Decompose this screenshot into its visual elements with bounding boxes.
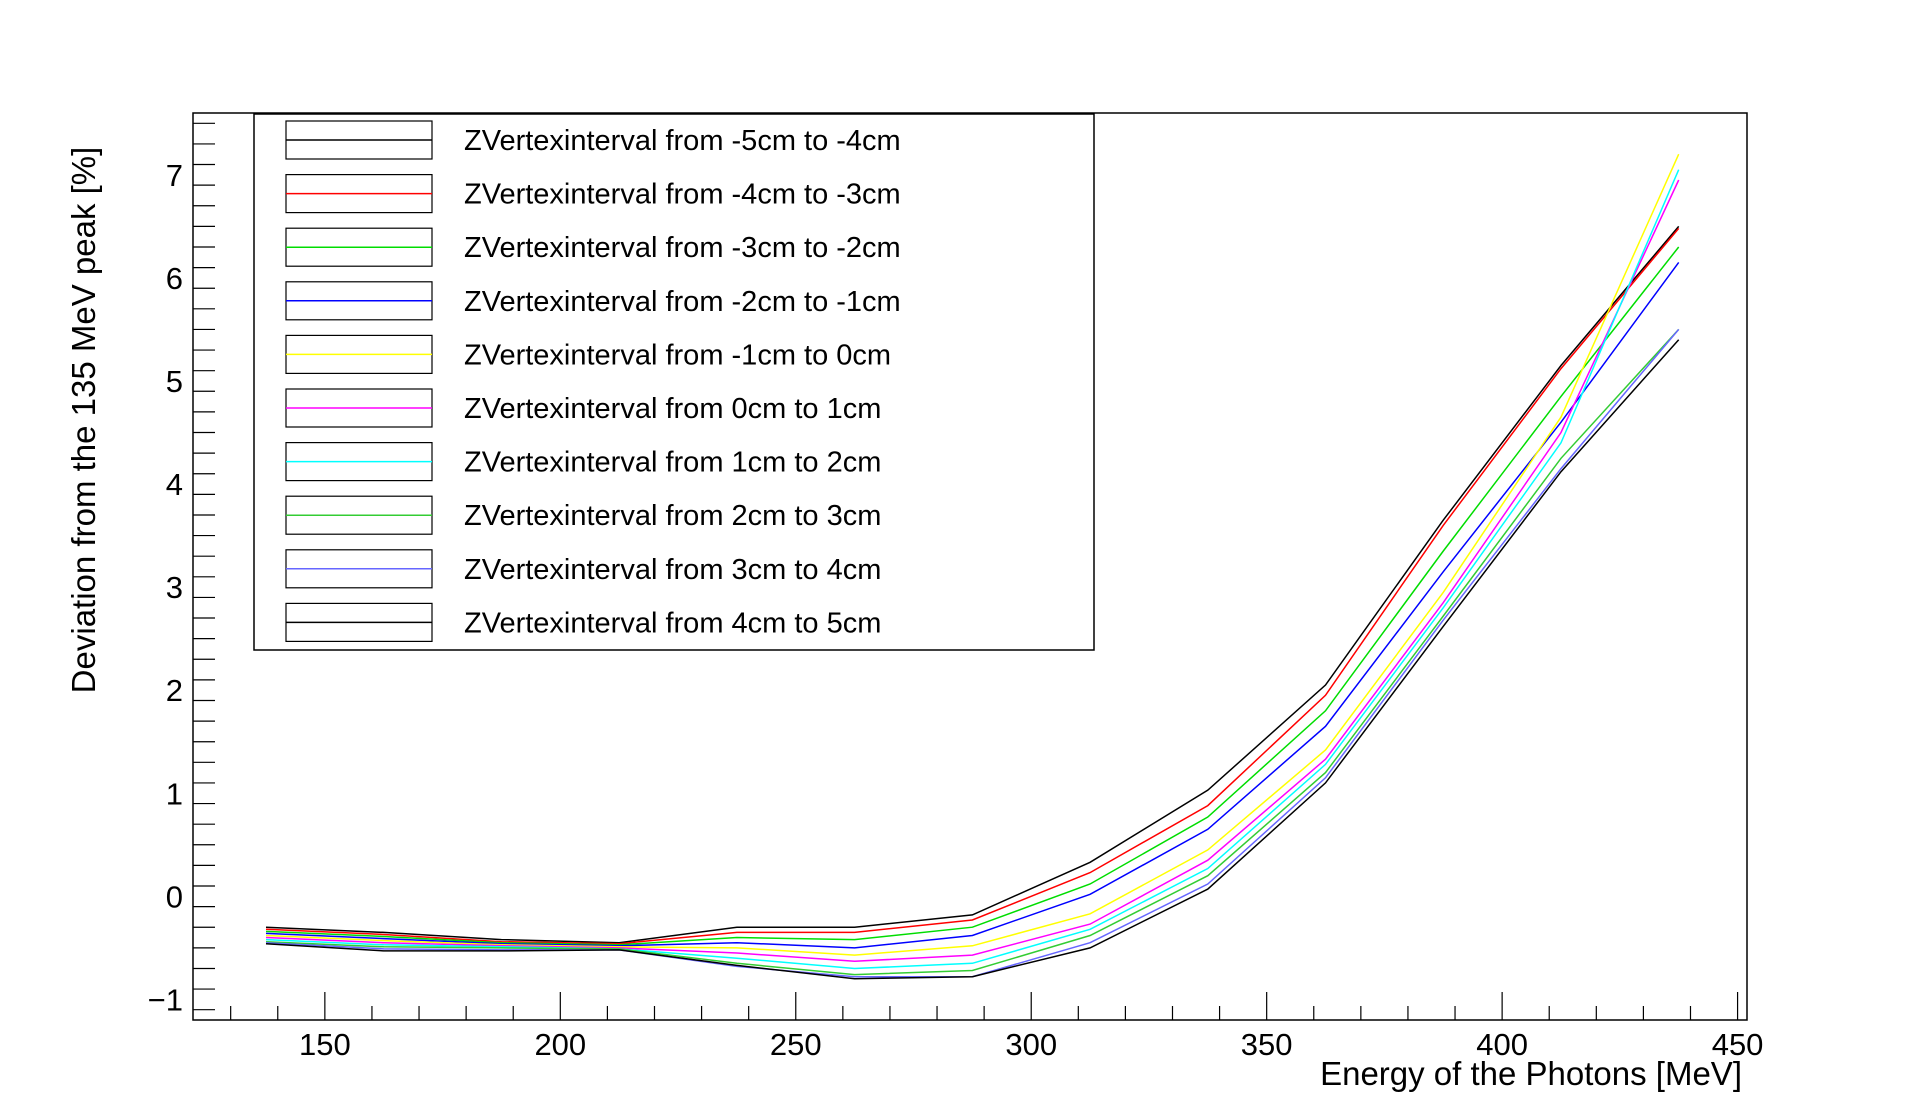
y-tick-label: 6	[166, 261, 183, 296]
y-tick-label: −1	[148, 982, 183, 1017]
y-axis: −1 0 1 2 3 4 5 6 7	[148, 122, 215, 1017]
legend-box	[253, 113, 1095, 651]
y-tick-label: 1	[166, 776, 183, 811]
x-tick-label: 150	[299, 1027, 351, 1062]
series-line-4	[265, 261, 1680, 949]
legend-label: ZVertexinterval from -1cm to 0cm	[464, 339, 891, 371]
legend-label: ZVertexinterval from -5cm to -4cm	[464, 125, 901, 157]
y-tick-label: 2	[166, 673, 183, 708]
series-line-10	[265, 339, 1680, 980]
x-tick-label: 350	[1241, 1027, 1293, 1062]
y-axis-title: Deviation from the 135 MeV peak [%]	[65, 147, 102, 694]
legend-label: ZVertexinterval from -3cm to -2cm	[464, 232, 901, 264]
series-line-8	[265, 328, 1680, 976]
legend: ZVertexinterval from -5cm to -4cm ZVertex…	[253, 113, 1095, 651]
series-line-7	[265, 169, 1680, 970]
y-tick-label: 0	[166, 879, 183, 914]
x-tick-label: 200	[534, 1027, 586, 1062]
x-axis-title: Energy of the Photons [MeV]	[1320, 1055, 1742, 1092]
x-tick-label: 450	[1712, 1027, 1764, 1062]
y-tick-label: 5	[166, 364, 183, 399]
series-layer	[265, 153, 1680, 980]
legend-label: ZVertexinterval from 0cm to 1cm	[464, 393, 881, 425]
legend-label: ZVertexinterval from -2cm to -1cm	[464, 286, 901, 318]
series-line-2	[265, 227, 1680, 945]
y-tick-label: 3	[166, 570, 183, 605]
x-tick-label: 250	[770, 1027, 822, 1062]
series-line-1	[265, 225, 1680, 944]
x-tick-label: 300	[1005, 1027, 1057, 1062]
series-line-5	[265, 153, 1680, 956]
series-line-3	[265, 246, 1680, 946]
legend-label: ZVertexinterval from 1cm to 2cm	[464, 447, 881, 479]
legend-label: ZVertexinterval from 4cm to 5cm	[464, 607, 881, 639]
x-tick-label: 400	[1476, 1027, 1528, 1062]
plot-frame	[192, 112, 1748, 1021]
legend-label: ZVertexinterval from 2cm to 3cm	[464, 500, 881, 532]
y-tick-label: 7	[166, 158, 183, 193]
series-line-6	[265, 179, 1680, 963]
legend-label: ZVertexinterval from 3cm to 4cm	[464, 554, 881, 586]
legend-label: ZVertexinterval from -4cm to -3cm	[464, 179, 901, 211]
x-axis: 150 200 250 300 350 400 450	[230, 992, 1764, 1062]
y-tick-label: 4	[166, 467, 183, 502]
